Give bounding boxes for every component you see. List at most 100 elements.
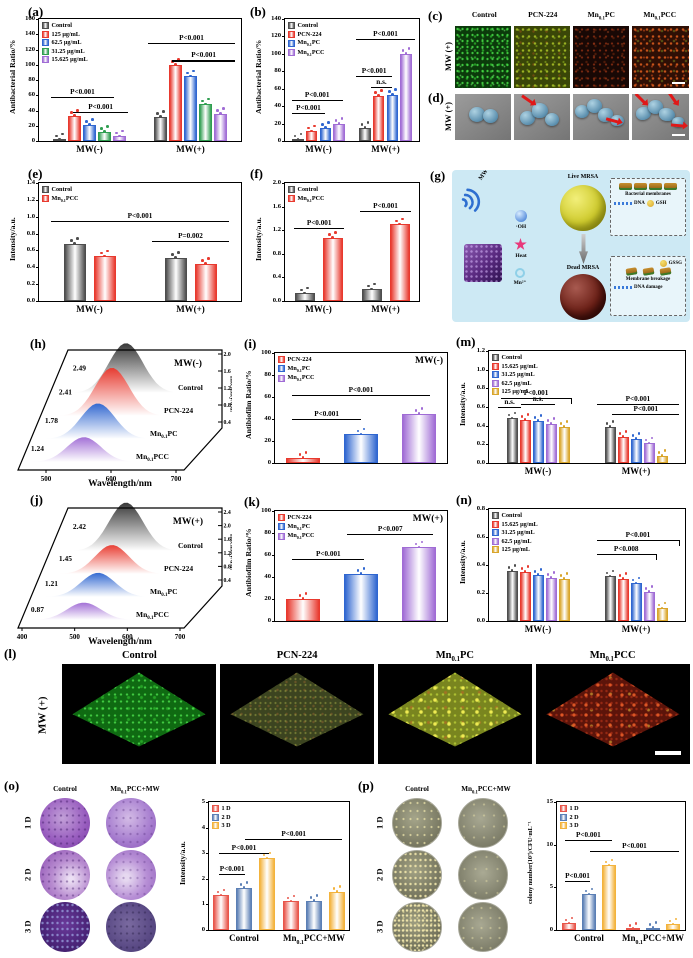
legend-label: Control [501, 354, 523, 361]
data-point [373, 282, 376, 286]
y-tick [486, 463, 489, 464]
y-tick-label: 10 [546, 840, 553, 848]
chart-spectra-mw-off: 2.49 Control 2.41 PCN-224 1.78 Mn0.1PC 1.24 Mn0… [6, 338, 236, 489]
svg-text:MW(-): MW(-) [174, 358, 202, 369]
legend-entry: Control [492, 512, 538, 519]
legend-swatch [492, 529, 499, 536]
data-point [549, 422, 553, 425]
legend-entry: Mn0.1PC [278, 365, 315, 373]
bar-m [604, 426, 616, 463]
data-point [304, 450, 308, 454]
category-label: Control [574, 933, 604, 943]
legend-entry: Mn0.1PCC [288, 49, 325, 57]
data-point [359, 432, 363, 436]
y-tick [282, 106, 285, 108]
y-tick [36, 233, 39, 235]
y-tick-label: 60 [274, 84, 281, 92]
data-point [644, 438, 648, 442]
y-tick-label: 1.2 [476, 347, 485, 354]
data-point [201, 259, 204, 262]
y-tick [282, 36, 285, 38]
chart-intensity-n: 0.0 0.2 0.4 0.6 0.8 MW(-) MW(+) Control 15.625 μ… [456, 502, 690, 642]
y-tick [36, 49, 39, 51]
y-tick [36, 141, 39, 142]
chart-intensity-f: 0.0 0.4 0.8 1.2 1.6 2.0 MW(-) MW(+) Control Mn0.1… [252, 176, 424, 322]
condition-label: MW(+) [412, 514, 443, 524]
legend-entry: 31.25 μg/mL [492, 371, 538, 378]
y-axis-label: Intensity/a.u. [458, 382, 467, 426]
y-tick-label: 0.6 [476, 403, 485, 410]
y-tick [272, 533, 275, 534]
data-point [171, 253, 174, 257]
crystal-violet-well [106, 798, 156, 848]
category-label: MW(-) [305, 304, 332, 314]
y-tick [272, 353, 275, 354]
legend-swatch [278, 356, 285, 363]
column-title-mnpc: Mn0.1PC [587, 10, 615, 22]
data-point [332, 887, 336, 890]
svg-text:1.2: 1.2 [224, 551, 231, 557]
data-point [304, 592, 308, 595]
y-tick-label: 20 [264, 437, 271, 444]
legend-entry: Control [288, 22, 325, 29]
svg-text:400: 400 [17, 633, 28, 641]
bar-o [213, 895, 229, 930]
column-title-mnpc: Mn0.1PC [435, 650, 474, 664]
heat-label: Heat [515, 253, 527, 259]
legend-entry: Control [288, 186, 325, 193]
y-tick [282, 206, 285, 208]
y-tick [486, 351, 489, 352]
svg-text:Mn0.1PCC: Mn0.1PCC [136, 610, 169, 621]
mn-ion-icon [515, 268, 525, 278]
legend-entry: 15.625 μg/mL [492, 362, 538, 370]
y-tick [486, 593, 489, 594]
data-point [564, 918, 568, 922]
data-point [242, 886, 246, 889]
significance-text: P<0.001 [304, 90, 330, 99]
y-tick-label: 2 [201, 874, 205, 882]
legend-swatch [560, 813, 567, 821]
sem-image-mnpcc [632, 94, 689, 140]
data-point [570, 916, 574, 920]
panel-label-a: (a) [28, 4, 44, 19]
legend-swatch [288, 22, 295, 29]
data-point [219, 111, 222, 115]
data-point [73, 114, 76, 117]
y-tick [282, 277, 285, 279]
chart-intensity-e: 0.0 0.2 0.4 0.6 0.8 1.0 1.2 1.4 MW(-) MW(+) Contro… [6, 176, 246, 322]
significance-line [73, 111, 128, 113]
y-tick [272, 577, 275, 578]
y-tick-label: 120 [25, 45, 35, 53]
y-tick-label: 60 [28, 91, 35, 99]
y-tick [486, 537, 489, 538]
waterfall-spectra: 2.49 Control 2.41 PCN-224 1.78 Mn0.1PC 1.24 Mn0… [17, 343, 236, 489]
mechanism-scheme: MW ·OH Heat Mn²⁺ Live MRSA Dead MRSA Bac… [452, 170, 690, 322]
gsh-label: GSH [655, 201, 667, 206]
legend-entry: 1 D [560, 805, 579, 812]
data-point [374, 91, 377, 94]
bar-e [93, 256, 116, 301]
legend-entry: Mn0.1PCC [42, 195, 79, 203]
svg-text:700: 700 [175, 633, 186, 641]
legend-label: 125 μg/mL [51, 30, 80, 38]
significance-line [51, 97, 114, 99]
bar-o [306, 900, 322, 930]
chart-antibiofilm-mw-on: 0 20 40 60 80 100 PCN-224 Mn0.1PC Mn0.1PCC P<0.00… [242, 504, 452, 642]
panel-label-h: (h) [30, 336, 46, 351]
live-mrsa-label: Live MRSA [567, 174, 599, 180]
y-tick-label: 0.6 [476, 533, 485, 540]
damaged-dna-squiggle-icon [614, 286, 632, 289]
chart-intensity-m: 0.0 0.2 0.4 0.6 0.8 1.0 1.2 MW(-) MW(+) Control 15… [456, 344, 690, 484]
bar-m [545, 423, 557, 463]
significance-line [612, 413, 680, 415]
dead-mrsa-sphere [560, 274, 606, 320]
gssg-label: GSSG [668, 261, 682, 266]
damage-arrow-icon [635, 94, 646, 104]
y-tick [486, 388, 489, 390]
heat-icon [514, 238, 527, 250]
legend-label: 31.25 μg/mL [51, 47, 85, 55]
bar-a [98, 131, 111, 141]
significance-line [291, 99, 343, 101]
data-point [289, 899, 293, 903]
